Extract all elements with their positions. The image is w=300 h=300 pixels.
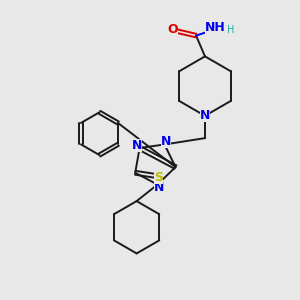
Text: N: N [131, 139, 142, 152]
Text: N: N [200, 109, 210, 122]
Text: O: O [168, 22, 178, 35]
Text: N: N [161, 135, 171, 148]
Text: S: S [154, 171, 163, 184]
Text: N: N [154, 181, 164, 194]
Text: H: H [227, 25, 235, 35]
Text: NH: NH [205, 21, 226, 34]
